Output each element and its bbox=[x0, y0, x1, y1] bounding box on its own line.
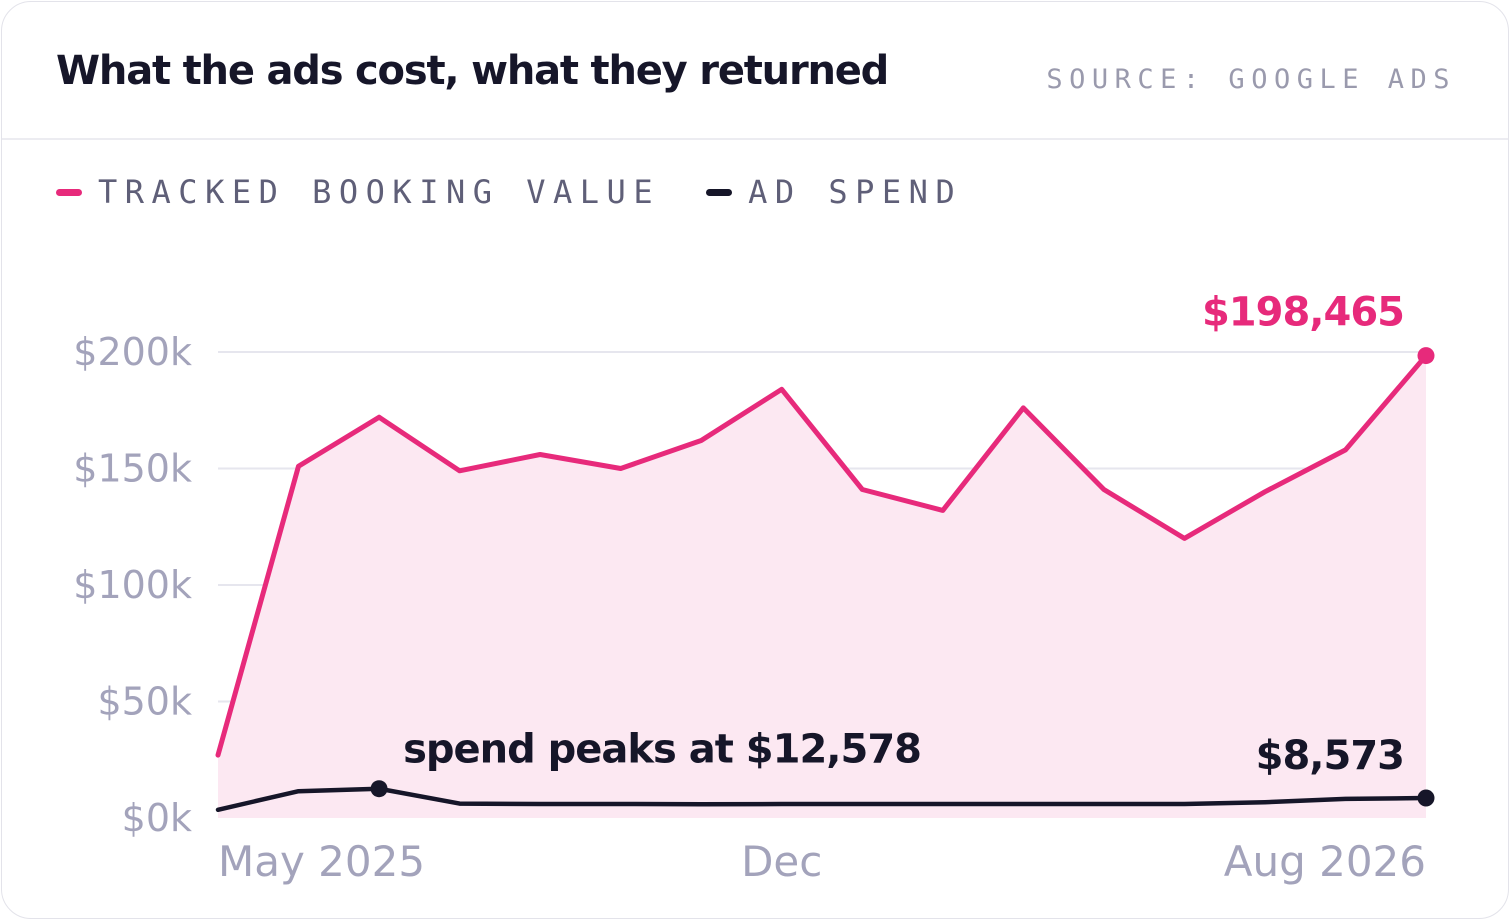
ad-spend-point bbox=[370, 780, 388, 798]
legend-swatch-booking-value bbox=[56, 188, 82, 196]
data-label: $198,465 bbox=[1202, 290, 1404, 336]
legend-item-ad-spend: AD SPEND bbox=[706, 173, 962, 211]
booking-value-point bbox=[1417, 347, 1435, 365]
legend-swatch-ad-spend bbox=[706, 188, 733, 196]
source-label: SOURCE: GOOGLE ADS bbox=[1046, 64, 1456, 95]
legend-label-ad-spend: AD SPEND bbox=[748, 173, 963, 211]
card-header: What the ads cost, what they returned SO… bbox=[2, 2, 1508, 140]
x-tick-label: Dec bbox=[741, 837, 822, 886]
chart-title: What the ads cost, what they returned bbox=[56, 48, 889, 94]
x-tick-label: Aug 2026 bbox=[1224, 837, 1426, 886]
y-tick-label: $50k bbox=[97, 680, 192, 724]
booking-value-area bbox=[218, 355, 1426, 818]
ad-spend-line bbox=[215, 786, 1429, 813]
data-label: $8,573 bbox=[1256, 733, 1404, 779]
y-tick-label: $0k bbox=[122, 796, 192, 840]
legend-item-booking-value: TRACKED BOOKING VALUE bbox=[56, 173, 660, 211]
y-tick-label: $100k bbox=[73, 563, 192, 607]
legend: TRACKED BOOKING VALUE AD SPEND bbox=[56, 172, 1008, 212]
data-label: spend peaks at $12,578 bbox=[403, 727, 921, 773]
legend-label-booking-value: TRACKED BOOKING VALUE bbox=[98, 173, 661, 211]
booking-value-line bbox=[215, 353, 1429, 758]
x-tick-label: May 2025 bbox=[218, 837, 425, 886]
ad-spend-point bbox=[1417, 789, 1435, 807]
y-tick-label: $150k bbox=[73, 447, 192, 491]
y-tick-label: $200k bbox=[73, 330, 192, 374]
